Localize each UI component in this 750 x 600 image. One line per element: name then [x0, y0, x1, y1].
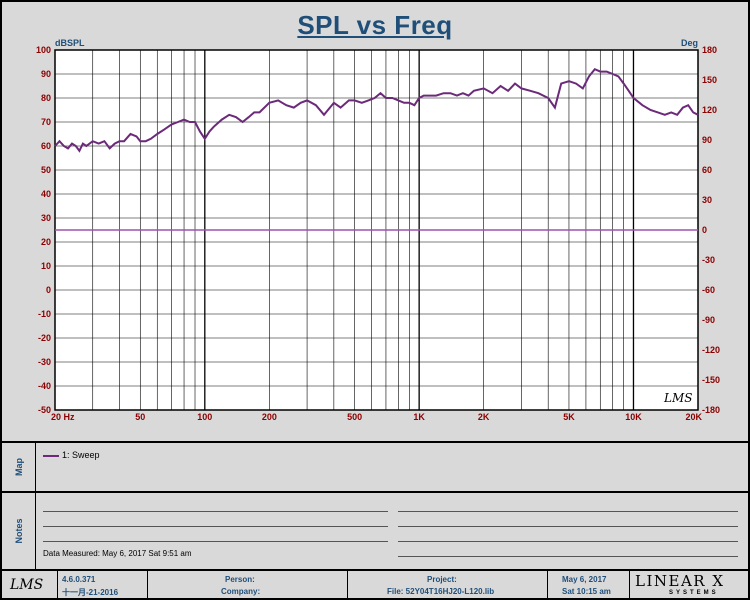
lms-watermark: LMS — [663, 391, 692, 405]
footer-date-cell: May 6, 2017 Sat 10:15 am — [547, 571, 630, 600]
note-line — [43, 511, 388, 512]
y-tick-label-left: 60 — [41, 141, 51, 151]
y-tick-label-right: 90 — [702, 135, 712, 145]
notes-side-label: Notes — [2, 493, 36, 569]
y-tick-label-left: 90 — [41, 69, 51, 79]
footer-version-cell: 4.6.0.371 十一月-21-2016 — [57, 571, 148, 600]
footer-brand-cell: LINEAR X SYSTEMS — [629, 571, 748, 600]
notes-panel: Notes Data Measured: May 6, 2017 Sat 9:5… — [2, 491, 748, 569]
map-panel: Map 1: Sweep — [2, 441, 748, 491]
note-line — [398, 541, 738, 542]
y-tick-label-right: -150 — [702, 375, 720, 385]
footer-version: 4.6.0.371 — [62, 575, 96, 584]
x-tick-label: 10K — [625, 412, 642, 422]
y-tick-label-left: 10 — [41, 261, 51, 271]
y-tick-label-left: -10 — [38, 309, 51, 319]
footer-project-cell: Project: File: 52Y04T16HJ20-L120.lib — [347, 571, 548, 600]
chart-title: SPL vs Freq — [297, 10, 453, 40]
y-tick-label-left: 40 — [41, 189, 51, 199]
footer-logo-cell: LMS — [2, 571, 58, 600]
left-axis-label: dBSPL — [55, 38, 85, 48]
y-tick-label-left: 30 — [41, 213, 51, 223]
y-tick-label-right: 180 — [702, 45, 717, 55]
y-tick-label-left: 80 — [41, 93, 51, 103]
x-tick-label: 2K — [478, 412, 490, 422]
y-tick-label-left: 70 — [41, 117, 51, 127]
map-side-label: Map — [2, 443, 36, 491]
footer-person-cell: Person: Company: — [147, 571, 348, 600]
data-measured-text: Data Measured: May 6, 2017 Sat 9:51 am — [43, 549, 192, 558]
footer: LMS 4.6.0.371 十一月-21-2016 Person: Compan… — [2, 569, 748, 600]
y-tick-label-right: 120 — [702, 105, 717, 115]
footer-project-label: Project: — [427, 575, 457, 584]
series-line-sweep — [54, 67, 699, 153]
y-tick-label-right: 60 — [702, 165, 712, 175]
y-tick-label-left: 100 — [36, 45, 51, 55]
y-tick-label-right: -60 — [702, 285, 715, 295]
x-axis-ticks: 20 Hz 50 100 200 500 1K 2K 5K 10K 20K — [51, 412, 702, 422]
footer-brand: LINEAR X — [635, 572, 725, 590]
x-tick-label: 5K — [563, 412, 575, 422]
note-line — [398, 511, 738, 512]
y-tick-label-right: -180 — [702, 405, 720, 415]
x-tick-label: 1K — [413, 412, 425, 422]
legend-swatch-sweep — [43, 455, 59, 457]
footer-file: File: 52Y04T16HJ20-L120.lib — [387, 587, 495, 596]
y-tick-label-right: -30 — [702, 255, 715, 265]
footer-brand-sub: SYSTEMS — [669, 590, 719, 596]
y-tick-label-left: -40 — [38, 381, 51, 391]
x-tick-label: 50 — [135, 412, 145, 422]
x-tick-label: 500 — [347, 412, 362, 422]
y-tick-label-right: 30 — [702, 195, 712, 205]
y-tick-label-left: 50 — [41, 165, 51, 175]
right-axis-label: Deg — [681, 38, 698, 48]
y-tick-label-right: 150 — [702, 75, 717, 85]
y-tick-label-right: -120 — [702, 345, 720, 355]
footer-time: Sat 10:15 am — [562, 587, 611, 596]
y-tick-label-left: 0 — [46, 285, 51, 295]
footer-company-label: Company: — [221, 587, 261, 596]
x-tick-label: 20 Hz — [51, 412, 75, 422]
y-tick-label-left: 20 — [41, 237, 51, 247]
y-tick-label-right: -90 — [702, 315, 715, 325]
y-tick-label-left: -30 — [38, 357, 51, 367]
note-line — [398, 556, 738, 557]
x-tick-label: 100 — [197, 412, 212, 422]
footer-lms-logo: LMS — [10, 577, 44, 593]
footer-build-date: 十一月-21-2016 — [62, 588, 119, 597]
note-line — [43, 541, 388, 542]
y-tick-label-left: -50 — [38, 405, 51, 415]
legend-entry-sweep: 1: Sweep — [62, 450, 100, 460]
y-tick-label-left: -20 — [38, 333, 51, 343]
footer-person-label: Person: — [225, 575, 255, 584]
footer-date: May 6, 2017 — [562, 575, 607, 584]
x-tick-label: 200 — [262, 412, 277, 422]
y-tick-label-right: 0 — [702, 225, 707, 235]
x-tick-label: 20K — [685, 412, 702, 422]
note-line — [398, 526, 738, 527]
right-axis-ticks: 180 150 120 90 60 30 0 -30 -60 -90 -120 -150 -180 — [702, 45, 720, 415]
note-line — [43, 526, 388, 527]
